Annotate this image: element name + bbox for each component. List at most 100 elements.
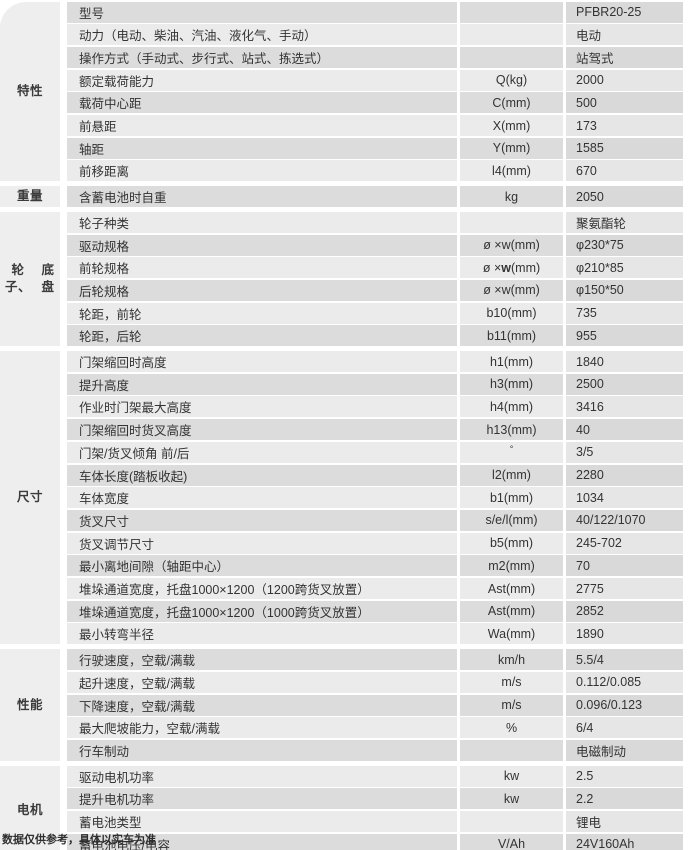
spec-label: 载荷中心距 bbox=[67, 92, 457, 114]
spec-label: 轮距，后轮 bbox=[67, 325, 457, 347]
spec-value: 3416 bbox=[566, 396, 683, 418]
spec-label: 轮子种类 bbox=[67, 211, 457, 233]
category-label: 电机 bbox=[0, 765, 60, 850]
spec-unit: m/s bbox=[460, 694, 563, 716]
spec-label: 行驶速度，空载/满载 bbox=[67, 649, 457, 671]
spec-unit: ° bbox=[460, 441, 563, 463]
spec-value: 0.096/0.123 bbox=[566, 694, 683, 716]
table-row: 车体宽度 b1(mm) 1034 bbox=[60, 487, 683, 509]
spec-label: 含蓄电池时自重 bbox=[67, 186, 457, 208]
table-row: 最小转弯半径 Wa(mm) 1890 bbox=[60, 623, 683, 645]
spec-value: 2500 bbox=[566, 373, 683, 395]
spec-label: 驱动电机功率 bbox=[67, 765, 457, 787]
spec-label: 动力（电动、柴油、汽油、液化气、手动） bbox=[67, 24, 457, 46]
table-row: 轮距，前轮 b10(mm) 735 bbox=[60, 302, 683, 324]
table-row: 车体长度(踏板收起) l2(mm) 2280 bbox=[60, 464, 683, 486]
spec-label: 堆垛通道宽度，托盘1000×1200（1200跨货叉放置） bbox=[67, 578, 457, 599]
spec-value: 1890 bbox=[566, 623, 683, 645]
table-row: 最大爬坡能力，空载/满载% 6/4 bbox=[60, 717, 683, 739]
table-row: 蓄电池电压/电容 V/Ah 24V160Ah bbox=[60, 833, 683, 850]
spec-label: 车体宽度 bbox=[67, 487, 457, 509]
spec-label: 门架/货叉倾角 前/后 bbox=[67, 441, 457, 463]
spec-label: 前轮规格 bbox=[67, 257, 457, 279]
spec-value: 2.2 bbox=[566, 788, 683, 810]
spec-value: 500 bbox=[566, 92, 683, 114]
spec-label: 蓄电池类型 bbox=[67, 811, 457, 832]
spec-value: 6/4 bbox=[566, 717, 683, 739]
table-row: 后轮规格 ø ×w(mm) φ150*50 bbox=[60, 279, 683, 301]
spec-unit: Wa(mm) bbox=[460, 623, 563, 645]
spec-unit: s/e/l(mm) bbox=[460, 509, 563, 531]
spec-label: 型号 bbox=[67, 1, 457, 23]
spec-unit bbox=[460, 739, 563, 761]
table-row: 堆垛通道宽度，托盘1000×1200（1200跨货叉放置） Ast(mm) 2775 bbox=[60, 578, 683, 599]
spec-label: 下降速度，空载/满载 bbox=[67, 694, 457, 716]
table-row: 货叉尺寸 s/e/l(mm) 40/122/1070 bbox=[60, 509, 683, 531]
spec-label: 货叉尺寸 bbox=[67, 509, 457, 531]
spec-value: φ230*75 bbox=[566, 234, 683, 256]
spec-label: 作业时门架最大高度 bbox=[67, 396, 457, 418]
spec-unit: kw bbox=[460, 765, 563, 787]
spec-label: 蓄电池电压/电容 bbox=[67, 833, 457, 850]
spec-unit: b10(mm) bbox=[460, 302, 563, 324]
spec-unit: X(mm) bbox=[460, 115, 563, 136]
table-row: 型号 PFBR20-25 bbox=[60, 1, 683, 23]
spec-value: 5.5/4 bbox=[566, 649, 683, 671]
spec-value: 70 bbox=[566, 555, 683, 577]
spec-unit: ø ×w(mm) bbox=[460, 279, 563, 301]
table-row: 蓄电池类型 锂电 bbox=[60, 811, 683, 832]
spec-value: 24V160Ah bbox=[566, 833, 683, 850]
spec-value: 聚氨酯轮 bbox=[566, 211, 683, 233]
spec-unit bbox=[460, 24, 563, 46]
spec-value: 3/5 bbox=[566, 441, 683, 463]
spec-unit: h1(mm) bbox=[460, 351, 563, 372]
spec-unit: l2(mm) bbox=[460, 464, 563, 486]
spec-value: 2775 bbox=[566, 578, 683, 599]
spec-unit: ø ×w(mm) bbox=[460, 257, 563, 279]
spec-value: 电动 bbox=[566, 24, 683, 46]
spec-unit: kg bbox=[460, 186, 563, 208]
table-row: 前轮规格 ø × w (mm) φ210*85 bbox=[60, 257, 683, 279]
spec-value: 1034 bbox=[566, 487, 683, 509]
spec-unit: C(mm) bbox=[460, 92, 563, 114]
spec-value: 2.5 bbox=[566, 765, 683, 787]
spec-label: 前移距离 bbox=[67, 160, 457, 182]
spec-label: 车体长度(踏板收起) bbox=[67, 464, 457, 486]
spec-label: 前悬距 bbox=[67, 115, 457, 136]
spec-value: φ210*85 bbox=[566, 257, 683, 279]
category-label: 重量 bbox=[0, 186, 60, 208]
spec-value: 2050 bbox=[566, 186, 683, 208]
table-row: 起升速度，空载/满载 m/s 0.112/0.085 bbox=[60, 671, 683, 693]
spec-label: 起升速度，空载/满载 bbox=[67, 671, 457, 693]
spec-value: 173 bbox=[566, 115, 683, 136]
spec-label: 提升电机功率 bbox=[67, 788, 457, 810]
spec-unit bbox=[460, 1, 563, 23]
spec-unit: b5(mm) bbox=[460, 532, 563, 554]
spec-value: φ150*50 bbox=[566, 279, 683, 301]
table-row: 作业时门架最大高度 h4(mm) 3416 bbox=[60, 396, 683, 418]
table-row: 轮距，后轮 b11(mm) 955 bbox=[60, 325, 683, 347]
table-row: 提升电机功率 kw 2.2 bbox=[60, 788, 683, 810]
table-row: 门架缩回时高度 h1(mm) 1840 bbox=[60, 351, 683, 372]
spec-unit: Ast(mm) bbox=[460, 578, 563, 599]
spec-unit bbox=[460, 211, 563, 233]
spec-unit: b1(mm) bbox=[460, 487, 563, 509]
spec-label: 后轮规格 bbox=[67, 279, 457, 301]
spec-unit bbox=[460, 811, 563, 832]
spec-unit: m/s bbox=[460, 671, 563, 693]
spec-value: 735 bbox=[566, 302, 683, 324]
table-row: 动力（电动、柴油、汽油、液化气、手动） 电动 bbox=[60, 24, 683, 46]
spec-value: 40/122/1070 bbox=[566, 509, 683, 531]
spec-value: 2000 bbox=[566, 69, 683, 91]
table-row: 货叉调节尺寸 b5(mm) 245-702 bbox=[60, 532, 683, 554]
spec-value: 锂电 bbox=[566, 811, 683, 832]
table-row: 载荷中心距 C(mm) 500 bbox=[60, 92, 683, 114]
table-row: 额定载荷能力 Q(kg) 2000 bbox=[60, 69, 683, 91]
spec-unit: V/Ah bbox=[460, 833, 563, 850]
spec-label: 门架缩回时货叉高度 bbox=[67, 419, 457, 441]
table-row: 轮子种类 聚氨酯轮 bbox=[60, 211, 683, 233]
category-label: 特性 bbox=[0, 1, 60, 182]
spec-unit: m2(mm) bbox=[460, 555, 563, 577]
spec-value: 670 bbox=[566, 160, 683, 182]
